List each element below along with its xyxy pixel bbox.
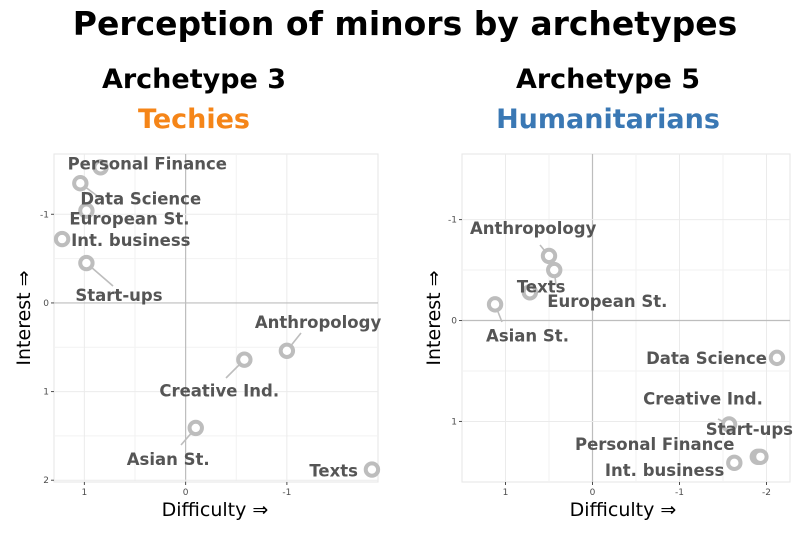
panel2-point-anthropology bbox=[540, 247, 558, 265]
panel1-tick-label-y: -1 bbox=[40, 210, 49, 220]
panel1-label-data-science: Data Science bbox=[80, 189, 201, 208]
panel2-tick-label-y: -1 bbox=[448, 216, 457, 226]
panel1-point-personal-finance bbox=[92, 159, 109, 176]
panel1-point-asian-st bbox=[187, 419, 204, 437]
panel1-tick-label-x: 1 bbox=[82, 488, 88, 498]
panel2-label-texts: Texts bbox=[517, 277, 566, 296]
panel1-point-start-ups bbox=[78, 254, 95, 272]
panel2-label-european-st: European St. bbox=[547, 292, 667, 311]
panel1-label-personal-finance: Personal Finance bbox=[68, 154, 227, 173]
panel1-x-axis-label: Difficulty ⇒ bbox=[162, 499, 269, 521]
panel1-tick-label-y: 0 bbox=[43, 299, 49, 309]
panel1-point-data-science bbox=[72, 175, 89, 192]
panel2-label-creative-ind: Creative Ind. bbox=[643, 389, 763, 408]
humanitarians-heading: Humanitarians bbox=[496, 104, 720, 135]
panel1-point-texts bbox=[363, 461, 381, 478]
panel2-point-european-st bbox=[546, 261, 563, 279]
panel1-label-start-ups: Start-ups bbox=[75, 286, 162, 305]
panel2-x-axis-label: Difficulty ⇒ bbox=[570, 499, 677, 521]
panel2-tick-label-x: -2 bbox=[762, 488, 771, 498]
archetype-5-heading: Archetype 5 bbox=[515, 64, 701, 95]
techies-heading: Techies bbox=[137, 104, 250, 135]
panel1-tick-label-y: 2 bbox=[43, 476, 49, 486]
archetype-3-heading: Archetype 3 bbox=[101, 64, 287, 95]
panel1-tick-label-y: 1 bbox=[43, 388, 49, 398]
panel1-label-asian-st: Asian St. bbox=[127, 450, 210, 469]
panel1-point-creative-ind bbox=[236, 351, 253, 368]
panel1-y-axis-label: Interest ⇒ bbox=[13, 270, 35, 365]
panel1-plot-area bbox=[53, 153, 379, 483]
panel2-y-axis-label: Interest ⇒ bbox=[423, 270, 445, 365]
panel1-label-anthropology: Anthropology bbox=[255, 313, 382, 332]
panel2-label-data-science: Data Science bbox=[646, 349, 767, 368]
panel2-tick-label-x: -1 bbox=[675, 488, 684, 498]
panel2-tick-label-x: 0 bbox=[590, 488, 596, 498]
panel2-tick-label-y: 1 bbox=[451, 417, 457, 427]
panel2-point-data-science bbox=[768, 349, 786, 367]
panel1-label-texts: Texts bbox=[309, 462, 358, 481]
panel1-tick-label-x: -1 bbox=[282, 488, 291, 498]
panel1-tick-label-x: 0 bbox=[183, 488, 189, 498]
page-title: Perception of minors by archetypes bbox=[72, 4, 738, 43]
panel2-tick-label-x: 1 bbox=[503, 488, 509, 498]
panel2-label-anthropology: Anthropology bbox=[470, 219, 597, 238]
panel1-label-european-st: European St. bbox=[69, 210, 189, 229]
panel2-tick-label-y: 0 bbox=[451, 317, 457, 327]
panel2-label-int-business: Int. business bbox=[605, 461, 725, 480]
panel1-label-creative-ind: Creative Ind. bbox=[159, 382, 279, 401]
panel1-point-int-business bbox=[53, 230, 71, 248]
panel2-point-texts bbox=[521, 284, 539, 301]
panel2-label-start-ups: Start-ups bbox=[706, 420, 793, 439]
panel2-point-creative-ind bbox=[720, 416, 738, 433]
panel1-label-int-business: Int. business bbox=[71, 231, 191, 250]
panel2-point-personal-finance bbox=[752, 448, 769, 465]
panel2-label-personal-finance: Personal Finance bbox=[575, 435, 734, 454]
panel2-label-asian-st: Asian St. bbox=[486, 326, 569, 345]
panel1-point-european-st bbox=[78, 202, 95, 219]
panel1-point-anthropology bbox=[278, 342, 296, 359]
panel2-point-asian-st bbox=[486, 296, 504, 313]
panel2-point-int-business bbox=[726, 454, 743, 472]
